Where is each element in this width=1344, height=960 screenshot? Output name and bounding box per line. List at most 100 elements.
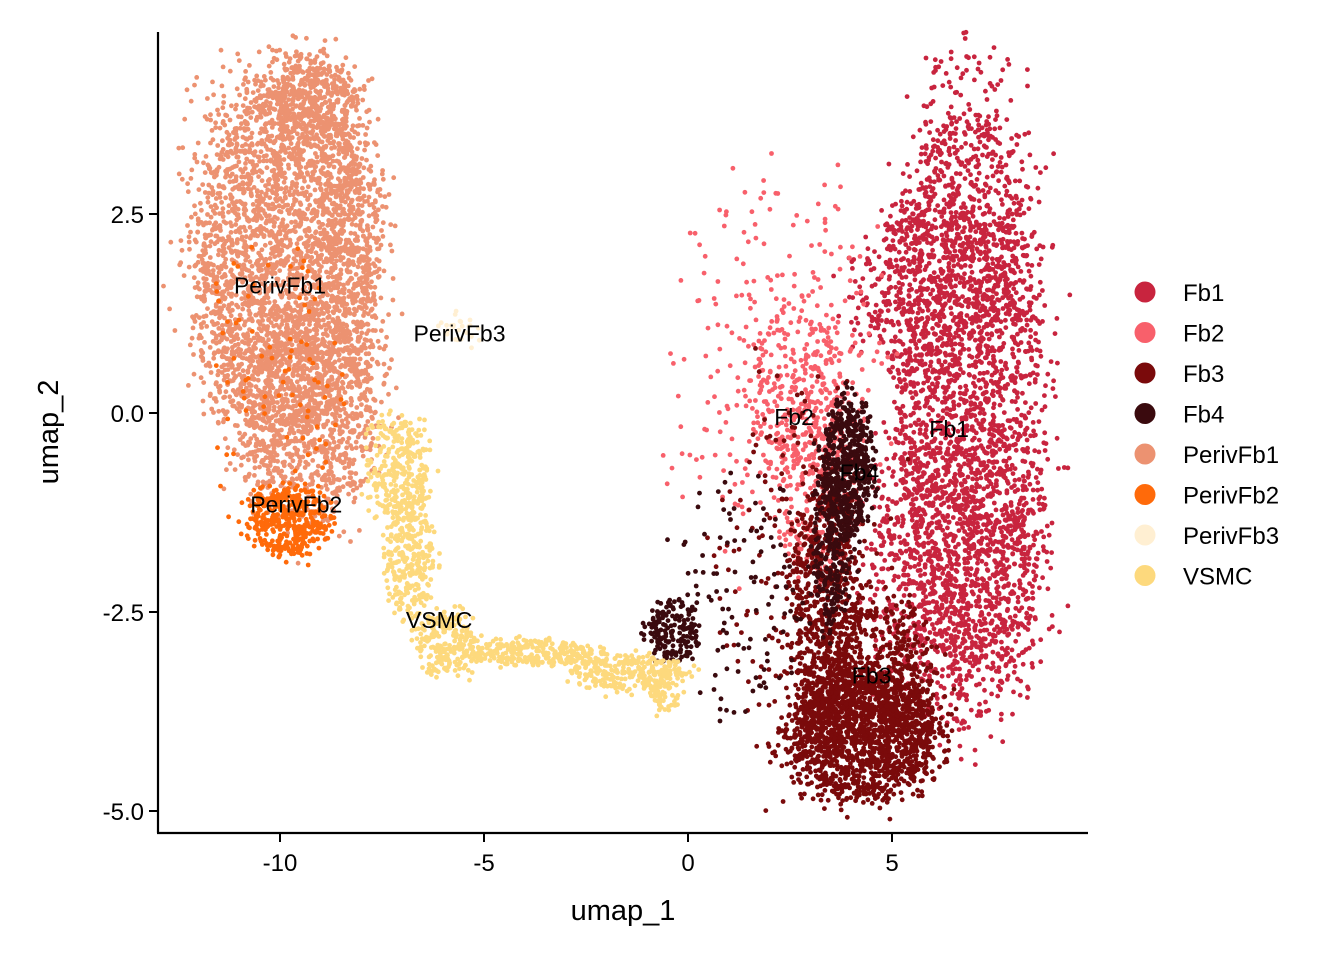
data-point (950, 515, 956, 520)
data-point (1013, 312, 1019, 318)
data-point (986, 209, 992, 215)
data-point (975, 117, 981, 123)
data-point (922, 361, 928, 367)
data-point (860, 338, 866, 344)
data-point (823, 361, 829, 366)
data-point (942, 592, 947, 598)
data-point (660, 453, 666, 458)
data-point (907, 346, 912, 352)
data-point (1024, 425, 1030, 431)
data-point (1003, 663, 1009, 669)
data-point (969, 334, 974, 339)
data-point (744, 279, 749, 285)
data-point (971, 184, 977, 189)
data-point (983, 699, 988, 705)
data-point (933, 496, 938, 501)
data-point (919, 292, 924, 298)
data-point (1010, 346, 1015, 352)
data-point (760, 412, 766, 417)
data-point (957, 242, 963, 248)
data-point (925, 307, 931, 313)
data-point (879, 273, 885, 278)
data-point (932, 169, 938, 175)
data-point (994, 478, 999, 484)
data-point (984, 345, 990, 350)
data-point (976, 667, 981, 673)
data-point (975, 560, 980, 566)
data-point (1011, 689, 1016, 695)
data-point (974, 177, 980, 182)
data-point (767, 325, 773, 331)
data-point (924, 550, 930, 556)
data-point (898, 328, 903, 334)
data-point (871, 358, 877, 364)
data-point (911, 338, 917, 344)
data-point (1042, 393, 1047, 398)
data-point (965, 279, 971, 285)
data-point (1035, 363, 1040, 369)
data-point (906, 294, 912, 299)
data-point (982, 234, 988, 240)
data-point (1024, 310, 1030, 316)
data-point (1050, 242, 1056, 248)
data-point (991, 45, 997, 50)
data-point (923, 55, 929, 61)
data-point (984, 535, 989, 541)
data-point (1012, 178, 1018, 184)
data-point (917, 466, 922, 471)
data-point (1023, 400, 1028, 405)
data-point (998, 169, 1004, 175)
data-point (829, 251, 834, 257)
data-point (1013, 399, 1018, 405)
data-point (976, 709, 982, 714)
data-point (745, 472, 750, 478)
data-point (1067, 292, 1073, 298)
data-point (850, 295, 856, 300)
data-point (938, 224, 944, 230)
data-point (701, 270, 707, 276)
data-point (914, 289, 920, 294)
data-point (888, 226, 894, 232)
data-point (949, 201, 954, 207)
data-point (1010, 711, 1015, 717)
data-point (934, 507, 940, 512)
data-point (799, 294, 805, 299)
data-point (1005, 418, 1011, 423)
data-point (995, 82, 1001, 87)
data-point (850, 266, 855, 271)
data-point (962, 477, 967, 483)
data-point (956, 528, 962, 533)
data-point (980, 152, 985, 158)
data-point (1021, 529, 1026, 535)
data-point (986, 322, 992, 327)
data-point (1012, 520, 1018, 525)
data-point (1033, 616, 1038, 622)
data-point (1022, 459, 1028, 464)
data-point (799, 308, 805, 314)
data-point (1010, 551, 1016, 557)
data-point (983, 88, 988, 94)
data-point (957, 116, 963, 121)
data-point (1015, 317, 1021, 323)
data-point (740, 511, 746, 517)
data-point (1033, 475, 1039, 480)
data-point (951, 263, 957, 269)
data-point (969, 269, 975, 275)
data-point (944, 233, 950, 239)
data-point (788, 389, 793, 395)
data-point (717, 207, 722, 213)
data-point (993, 639, 999, 644)
data-point (936, 631, 942, 636)
data-point (984, 381, 990, 387)
data-point (911, 465, 917, 471)
data-point (942, 518, 948, 523)
data-point (982, 181, 988, 187)
data-point (913, 206, 919, 211)
data-point (997, 678, 1003, 684)
data-point (832, 353, 837, 359)
data-point (971, 54, 977, 60)
data-point (939, 366, 945, 372)
data-point (988, 666, 994, 671)
data-point (900, 457, 905, 462)
data-point (955, 444, 961, 449)
